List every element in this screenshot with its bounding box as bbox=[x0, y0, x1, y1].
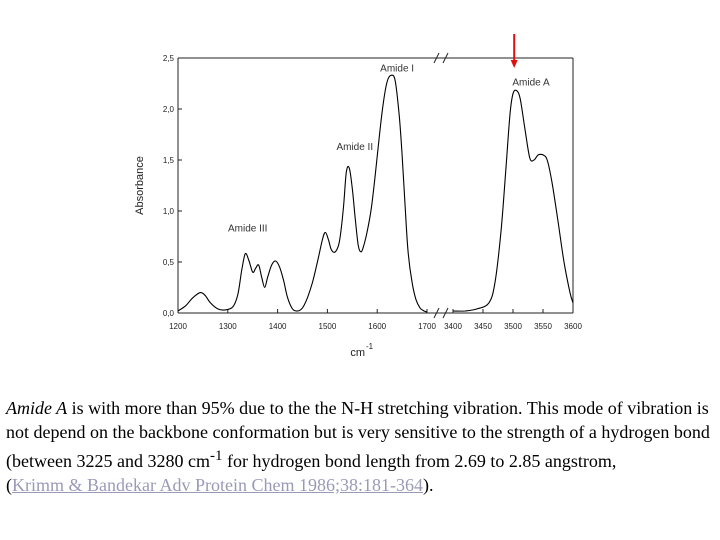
y-tick-label: 2,5 bbox=[163, 54, 175, 63]
caption-text: is with more than 95% due to the the N-H… bbox=[6, 398, 710, 471]
axis-break-mark bbox=[433, 52, 440, 64]
peak-annotation: Amide III bbox=[228, 223, 267, 234]
x-tick-label: 1400 bbox=[269, 322, 287, 331]
ir-spectrum-chart: 0,0 0,5 1,0 1,5 2,0 2,5 1200 1300 1400 1500 1600 17… bbox=[134, 34, 582, 359]
x-axis-label: cm bbox=[350, 347, 365, 359]
x-tick-label: 1500 bbox=[319, 322, 337, 331]
peak-annotation: Amide I bbox=[380, 63, 414, 74]
caption-text-2: for hydrogen bond length from 2.69 to 2.… bbox=[222, 451, 617, 471]
x-tick-label: 3500 bbox=[504, 322, 522, 331]
axis-break-mark bbox=[442, 52, 449, 64]
x-tick-label: 3400 bbox=[444, 322, 462, 331]
caption-paragraph: Amide A is with more than 95% due to the… bbox=[6, 396, 718, 497]
y-tick-label: 1,5 bbox=[163, 156, 175, 165]
plot-area: 0,0 0,5 1,0 1,5 2,0 2,5 1200 1300 1400 1500 1600 17… bbox=[134, 34, 582, 359]
reference-link[interactable]: Krimm & Bandekar Adv Protein Chem 1986;3… bbox=[12, 475, 423, 495]
caption-close-paren: ). bbox=[422, 475, 434, 495]
spectrum-curve-0 bbox=[177, 74, 428, 313]
y-tick-label: 1,0 bbox=[163, 207, 175, 216]
x-tick-label: 3450 bbox=[474, 322, 492, 331]
y-tick-label: 0,5 bbox=[163, 258, 175, 267]
x-tick-label: 3600 bbox=[564, 322, 582, 331]
y-tick-label: 2,0 bbox=[163, 105, 175, 114]
caption-emphasis: Amide A bbox=[6, 398, 68, 418]
spectrum-curve-1 bbox=[452, 89, 574, 312]
axis-break-mark bbox=[442, 307, 449, 319]
x-tick-label: 1700 bbox=[418, 322, 436, 331]
arrow-head bbox=[510, 60, 518, 68]
x-axis-label-superscript: -1 bbox=[366, 342, 374, 351]
peak-annotation: Amide II bbox=[336, 142, 373, 153]
y-tick-label: 0,0 bbox=[163, 309, 175, 318]
caption-open-paren: ( bbox=[6, 475, 12, 495]
y-axis-label: Absorbance bbox=[134, 156, 146, 215]
x-tick-label: 3550 bbox=[534, 322, 552, 331]
x-tick-label: 1200 bbox=[169, 322, 187, 331]
axis-break-mark bbox=[433, 307, 440, 319]
x-tick-label: 1300 bbox=[219, 322, 237, 331]
x-tick-label: 1600 bbox=[368, 322, 386, 331]
caption-superscript: -1 bbox=[209, 448, 223, 464]
peak-annotation: Amide A bbox=[512, 78, 550, 89]
